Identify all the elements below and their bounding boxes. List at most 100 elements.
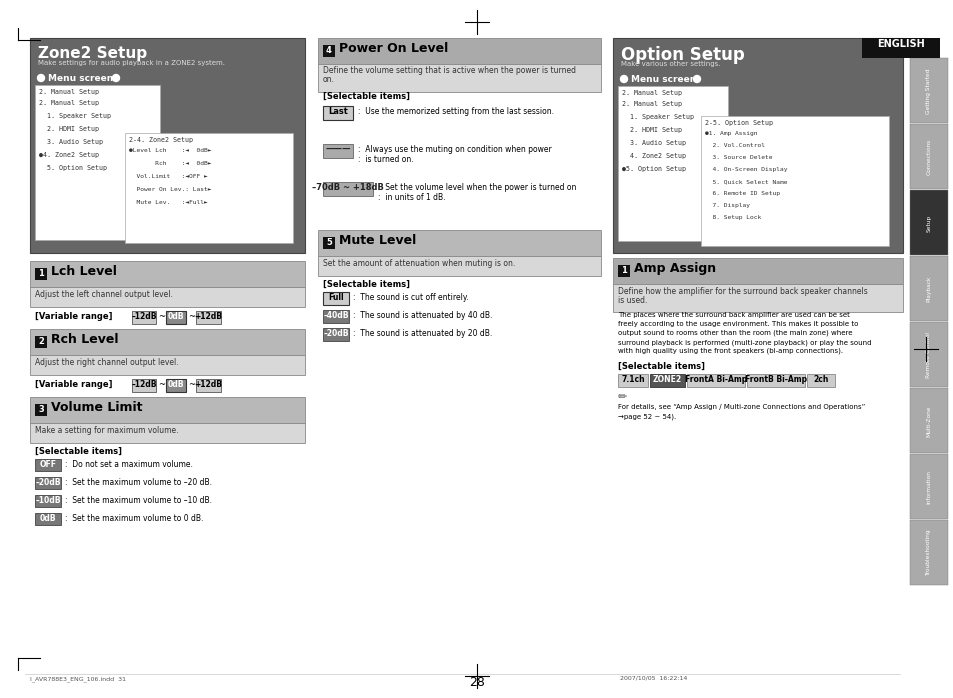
Bar xyxy=(909,454,947,519)
Bar xyxy=(30,287,305,307)
Text: 7.1ch: 7.1ch xyxy=(620,375,644,384)
Bar xyxy=(30,329,305,355)
Bar xyxy=(909,322,947,387)
Text: Power On Lev.: Last►: Power On Lev.: Last► xyxy=(129,187,212,192)
Bar xyxy=(317,64,600,92)
Text: 2-5. Option Setup: 2-5. Option Setup xyxy=(704,120,772,126)
Text: Rch Level: Rch Level xyxy=(51,333,118,346)
Text: output sound to rooms other than the room (the main zone) where: output sound to rooms other than the roo… xyxy=(618,330,852,336)
Bar xyxy=(613,258,902,284)
Text: +12dB: +12dB xyxy=(193,312,222,321)
Text: :  in units of 1 dB.: : in units of 1 dB. xyxy=(377,193,445,202)
Text: ZONE2: ZONE2 xyxy=(652,375,680,384)
Bar xyxy=(125,133,293,243)
Bar xyxy=(323,237,335,249)
Text: Connections: Connections xyxy=(925,139,930,175)
Bar xyxy=(195,379,221,392)
Text: ENGLISH: ENGLISH xyxy=(876,39,923,49)
Bar xyxy=(30,397,305,423)
Bar xyxy=(746,374,804,387)
Text: –20dB: –20dB xyxy=(35,478,61,487)
Bar xyxy=(35,477,61,489)
Text: ●5. Option Setup: ●5. Option Setup xyxy=(621,166,685,172)
Text: [Selectable items]: [Selectable items] xyxy=(35,447,122,456)
Text: [Selectable items]: [Selectable items] xyxy=(618,362,704,371)
Text: :  The sound is attenuated by 40 dB.: : The sound is attenuated by 40 dB. xyxy=(353,311,492,320)
Circle shape xyxy=(693,75,700,82)
Text: :  Set the maximum volume to 0 dB.: : Set the maximum volume to 0 dB. xyxy=(65,514,203,523)
Text: 0dB: 0dB xyxy=(40,514,56,523)
Text: Setup: Setup xyxy=(925,214,930,232)
Text: I_AVR788E3_ENG_106.indd  31: I_AVR788E3_ENG_106.indd 31 xyxy=(30,676,126,682)
Text: ✏: ✏ xyxy=(618,392,627,402)
Text: –10dB: –10dB xyxy=(35,496,61,505)
Text: Zone2 Setup: Zone2 Setup xyxy=(38,46,147,61)
Text: Make a setting for maximum volume.: Make a setting for maximum volume. xyxy=(35,426,178,435)
Text: Power On Level: Power On Level xyxy=(338,42,448,55)
Text: [Variable range]: [Variable range] xyxy=(35,380,112,389)
Text: 7. Display: 7. Display xyxy=(704,203,749,208)
Bar xyxy=(166,379,186,392)
Text: Information: Information xyxy=(925,470,930,504)
Text: Mute Lev.   :◄Full►: Mute Lev. :◄Full► xyxy=(129,200,208,205)
Text: 2-4. Zone2 Setup: 2-4. Zone2 Setup xyxy=(129,137,193,143)
Text: 2. Vol.Control: 2. Vol.Control xyxy=(704,143,764,148)
Text: :  The sound is attenuated by 20 dB.: : The sound is attenuated by 20 dB. xyxy=(353,329,492,338)
Text: Define how the amplifier for the surround back speaker channels: Define how the amplifier for the surroun… xyxy=(618,287,867,296)
Bar xyxy=(700,116,888,246)
Bar xyxy=(317,38,600,64)
Text: surround playback is performed (multi-zone playback) or play the sound: surround playback is performed (multi-zo… xyxy=(618,339,871,346)
Bar xyxy=(166,311,186,324)
Circle shape xyxy=(619,75,627,82)
Text: Multi-Zone: Multi-Zone xyxy=(925,406,930,437)
Text: Volume Limit: Volume Limit xyxy=(51,401,142,414)
Bar xyxy=(30,423,305,443)
Text: 6. Remote ID Setup: 6. Remote ID Setup xyxy=(704,191,780,196)
Bar xyxy=(909,190,947,255)
Text: –20dB: –20dB xyxy=(323,329,349,338)
Bar xyxy=(618,86,727,241)
Text: Mute Level: Mute Level xyxy=(338,234,416,247)
Text: ●Level Lch    :◄  0dB►: ●Level Lch :◄ 0dB► xyxy=(129,148,212,153)
Text: Last: Last xyxy=(328,107,348,116)
Bar xyxy=(323,328,349,341)
Text: 28: 28 xyxy=(469,676,484,689)
Text: 3. Audio Setup: 3. Audio Setup xyxy=(621,140,685,146)
Text: Troubleshooting: Troubleshooting xyxy=(925,530,930,577)
Text: 5. Option Setup: 5. Option Setup xyxy=(39,165,107,171)
Bar xyxy=(35,336,47,348)
Text: 8. Setup Lock: 8. Setup Lock xyxy=(704,215,760,220)
Text: 1. Speaker Setup: 1. Speaker Setup xyxy=(621,114,693,120)
Text: Menu screen: Menu screen xyxy=(630,75,696,84)
Text: 3. Audio Setup: 3. Audio Setup xyxy=(39,139,103,145)
Bar xyxy=(613,38,902,253)
Text: Playback: Playback xyxy=(925,276,930,302)
Bar xyxy=(30,261,305,287)
Text: –40dB: –40dB xyxy=(323,311,349,320)
Bar xyxy=(909,124,947,189)
Bar xyxy=(323,144,353,158)
Text: :  The sound is cut off entirely.: : The sound is cut off entirely. xyxy=(353,293,468,302)
Text: 0dB: 0dB xyxy=(168,380,184,389)
Bar xyxy=(806,374,834,387)
Text: Adjust the left channel output level.: Adjust the left channel output level. xyxy=(35,290,172,299)
Text: For details, see “Amp Assign / Multi-zone Connections and Operations”: For details, see “Amp Assign / Multi-zon… xyxy=(618,404,864,410)
Text: :  Use the memorized setting from the last session.: : Use the memorized setting from the las… xyxy=(357,107,554,116)
Bar xyxy=(30,38,305,253)
Text: ~: ~ xyxy=(189,312,195,321)
Bar xyxy=(317,256,600,276)
Bar xyxy=(30,355,305,375)
Bar xyxy=(323,106,353,120)
Text: Remote Control: Remote Control xyxy=(925,332,930,378)
Text: ~: ~ xyxy=(158,312,165,321)
Bar xyxy=(649,374,684,387)
Text: 2. HDMI Setup: 2. HDMI Setup xyxy=(39,126,99,132)
Text: Rch    :◄  0dB►: Rch :◄ 0dB► xyxy=(129,161,212,166)
Bar xyxy=(613,284,902,312)
Bar xyxy=(132,379,156,392)
Bar xyxy=(195,311,221,324)
Text: Option Setup: Option Setup xyxy=(620,46,744,64)
Text: Getting Started: Getting Started xyxy=(925,68,930,114)
Text: :  Set the maximum volume to –20 dB.: : Set the maximum volume to –20 dB. xyxy=(65,478,212,487)
Text: Make various other settings.: Make various other settings. xyxy=(620,61,720,67)
